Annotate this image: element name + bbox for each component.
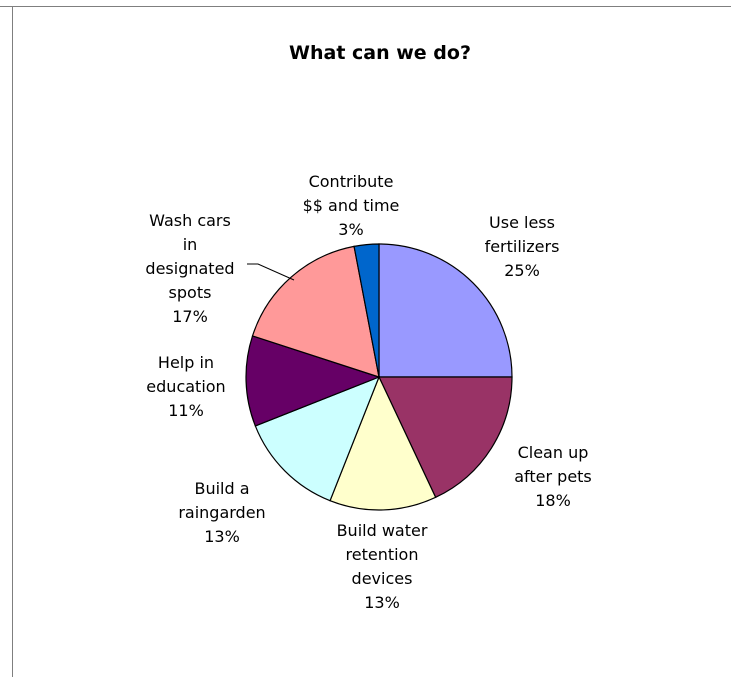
pie-slice-use-less-fertilizers	[378, 243, 513, 378]
slice-labels: Use less fertilizers 25% Clean up after pets…	[145, 172, 591, 612]
slice-label-use-less-fertilizers: Use less fertilizers 25%	[485, 213, 560, 280]
slice-percent: 11%	[168, 401, 204, 420]
slice-label-line: Build a	[194, 479, 249, 498]
slice-percent: 13%	[204, 527, 240, 546]
slice-label-build-a-raingarden: Build a raingarden 13%	[178, 479, 265, 546]
pie-slice-help-in-education	[245, 335, 381, 427]
chart-title: What can we do?	[289, 42, 471, 64]
pie-slices	[245, 243, 513, 511]
slice-percent: 18%	[535, 491, 571, 510]
pie-slice-build-water-retention-devices	[329, 375, 437, 511]
pie-slice-contribute-and-time	[353, 243, 380, 378]
pie-slice-wash-cars-in-designated-spots	[251, 245, 380, 378]
pie-slice-build-a-raingarden	[254, 375, 381, 502]
slice-percent: 25%	[504, 261, 540, 280]
slice-label-line: Help in	[158, 353, 214, 372]
slice-label-line: after pets	[514, 467, 592, 486]
slice-percent: 3%	[338, 220, 363, 239]
wash-cars-leader-line	[247, 263, 295, 281]
slice-label-line: $$ and time	[303, 196, 400, 215]
slice-label-line: raingarden	[178, 503, 265, 522]
slice-label-contribute-and-time: Contribute $$ and time 3%	[303, 172, 400, 239]
slice-percent: 17%	[172, 307, 208, 326]
slice-label-line: Clean up	[518, 443, 589, 462]
pie-slice-clean-up-after-pets	[378, 376, 513, 499]
slice-label-line: spots	[169, 283, 212, 302]
slice-label-line: education	[146, 377, 225, 396]
slice-label-wash-cars-in-designated-spots: Wash cars in designated spots 17%	[145, 211, 234, 326]
slice-label-line: in	[183, 235, 198, 254]
slice-label-line: fertilizers	[485, 237, 560, 256]
slice-label-clean-up-after-pets: Clean up after pets 18%	[514, 443, 592, 510]
slice-label-line: devices	[352, 569, 413, 588]
slice-label-line: Contribute	[309, 172, 394, 191]
slice-label-line: Wash cars	[149, 211, 231, 230]
slice-label-line: Build water	[337, 521, 428, 540]
slice-percent: 13%	[364, 593, 400, 612]
slice-label-line: Use less	[489, 213, 555, 232]
slice-label-build-water-retention-devices: Build water retention devices 13%	[337, 521, 428, 612]
slice-label-line: retention	[346, 545, 419, 564]
slice-label-line: designated	[145, 259, 234, 278]
slice-label-help-in-education: Help in education 11%	[146, 353, 225, 420]
